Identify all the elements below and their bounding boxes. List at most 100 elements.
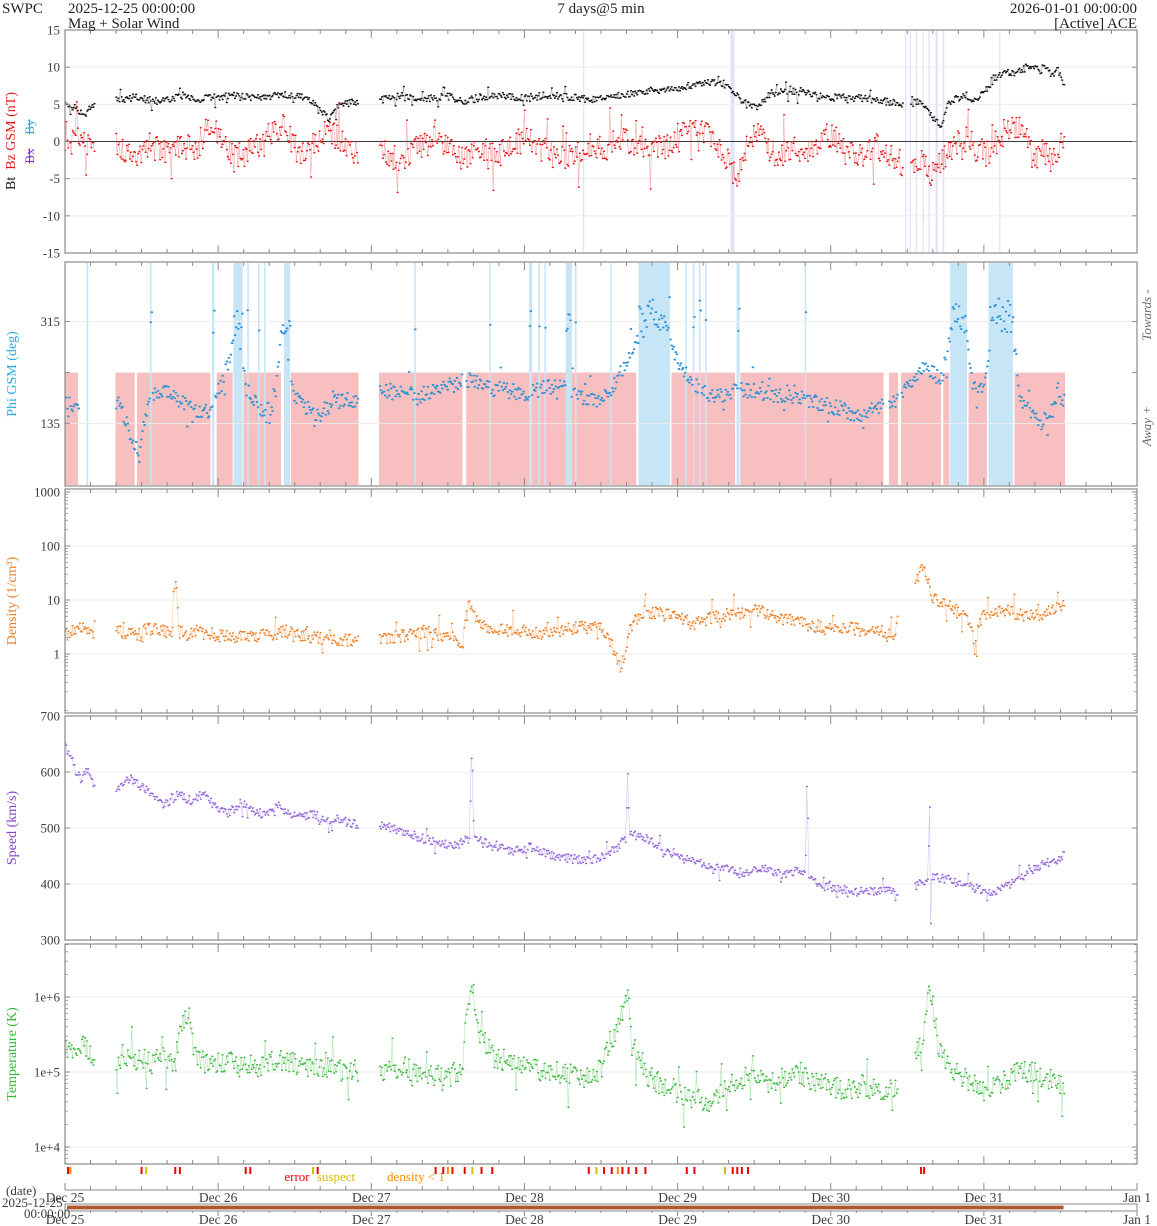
bt-label: Bt (4, 176, 19, 191)
toward-sector-band (212, 263, 215, 485)
y-tick-label: 315 (41, 314, 61, 329)
footer-start-clock: 00:00:00 (24, 1206, 71, 1221)
series-points-Bt (65, 63, 1066, 129)
panel-border (64, 943, 1138, 1165)
away-sector-region (290, 372, 359, 485)
away-sector-region (901, 372, 941, 485)
toward-sector-band (247, 263, 249, 485)
date-label-row1: Dec 27 (352, 1190, 391, 1205)
quality-legend-e: error (284, 1169, 310, 1184)
toward-sector-band (988, 263, 1013, 485)
quality-legend-d: density < 1 (387, 1169, 445, 1184)
y-tick-label: -10 (43, 208, 60, 223)
toward-sector-band (692, 263, 695, 485)
y-tick-label: 10 (47, 60, 60, 75)
y-tick-label: 15 (47, 23, 60, 38)
bz-label: Bz GSM (nT) (4, 91, 19, 170)
toward-sector-band (149, 263, 152, 485)
date-axis: Dec 25 Dec 25 Dec 26 Dec 26 Dec 27 Dec 27 Dec … (46, 1183, 1151, 1226)
date-label-row1: Dec 25 (46, 1190, 85, 1205)
y-tick-label: 100 (41, 538, 61, 553)
toward-sector-band (86, 263, 89, 485)
date-label-row2: Dec 30 (811, 1212, 850, 1226)
y-axis-label-temperature: Temperature (K) (5, 1007, 20, 1101)
date-label-row1: Jan 1 (1123, 1190, 1151, 1205)
away-sector-region (243, 372, 281, 485)
panel-phi: 315 135 (41, 261, 1138, 487)
plot-type-title: Mag + Solar Wind (68, 16, 180, 32)
series-line-Vp (65, 742, 1065, 924)
toward-sector-band (950, 263, 968, 485)
away-sector-region (1014, 372, 1066, 485)
org-label: SWPC (2, 1, 43, 17)
plot-start-time: 2025-12-25 00:00:00 (68, 1, 196, 17)
toward-sector-band (529, 263, 533, 485)
date-label-row2: Jan 1 (1123, 1212, 1151, 1226)
date-label-row2: Dec 25 (46, 1212, 85, 1226)
date-label-row2: Dec 28 (505, 1212, 544, 1226)
panel-speed: 300 400 500 600 700 (41, 709, 1138, 948)
panel-temperature: 1e+4 1e+5 1e+6 (34, 943, 1138, 1165)
away-sector-region (671, 372, 735, 485)
toward-sector-band (705, 263, 707, 485)
y-tick-label: 1e+6 (34, 989, 61, 1004)
quality-legend-s: suspect (317, 1169, 356, 1184)
series-points-Vp (65, 741, 1066, 925)
y-tick-label: 1e+4 (34, 1139, 61, 1154)
date-label-row2: Dec 27 (352, 1212, 391, 1226)
toward-sector-band (565, 263, 572, 485)
date-label-row1: Dec 29 (658, 1190, 697, 1205)
y-axis-label-speed: Speed (km/s) (5, 790, 20, 866)
y-tick-label: 0 (54, 134, 61, 149)
coverage-box (64, 1203, 1138, 1212)
y-tick-label: 500 (41, 821, 61, 836)
y-tick-label: 135 (41, 416, 61, 431)
away-sector-region (466, 372, 637, 485)
series-line-Tp (65, 984, 1065, 1128)
toward-sector-band (257, 263, 260, 485)
y-tick-label: 400 (41, 877, 61, 892)
toward-sector-band (610, 263, 612, 485)
toward-sector-band (685, 263, 687, 485)
toward-sector-band (489, 263, 491, 485)
date-label-row2: Dec 26 (199, 1212, 238, 1226)
y-axis-label-density: Density (1/cm³) (5, 556, 20, 646)
y-tick-label: 300 (41, 933, 61, 948)
toward-sector-band (264, 263, 266, 485)
y-tick-label: 1e+5 (34, 1064, 60, 1079)
panel-density: 1 10 100 1000 (34, 484, 1138, 714)
away-sector-region (968, 372, 987, 485)
away-sector-region (136, 372, 211, 485)
toward-sector-band (736, 263, 740, 485)
away-sector-label: Away + (1139, 405, 1154, 447)
date-axis-caption: (date) (6, 1183, 37, 1198)
date-label-row1: Dec 26 (199, 1190, 238, 1205)
towards-sector-label: Towards - (1139, 289, 1154, 341)
y-axis-label-phi: Phi GSM (deg) (5, 331, 20, 417)
toward-sector-band (538, 263, 540, 485)
y-tick-label: 1000 (34, 484, 60, 499)
panel-border (64, 488, 1138, 714)
bx-disabled-label: Bx (22, 148, 37, 164)
date-label-row1: Dec 30 (811, 1190, 850, 1205)
series-points-Tp (65, 983, 1066, 1128)
date-label-row1: Dec 28 (505, 1190, 544, 1205)
toward-sector-band (638, 263, 670, 485)
quality-strip: error suspect density < 1 (67, 1167, 926, 1184)
footer-start-date: 2025-12-25 (2, 1195, 63, 1210)
coverage-bar (67, 1205, 1064, 1210)
plot-cadence: 7 days@5 min (557, 1, 645, 17)
date-label-row2: Dec 29 (658, 1212, 697, 1226)
panel-mag: -15 -10 -5 0 5 10 15 (43, 23, 1138, 261)
toward-sector-band (574, 263, 577, 485)
y-tick-label: -15 (43, 246, 60, 261)
away-sector-region (216, 372, 233, 485)
date-label-row2: Dec 31 (965, 1212, 1004, 1226)
y-tick-label: 600 (41, 765, 61, 780)
y-tick-label: 10 (47, 593, 60, 608)
toward-sector-band (233, 263, 243, 485)
series-points-Np (65, 563, 1066, 673)
series-line-Bt (65, 63, 1065, 128)
